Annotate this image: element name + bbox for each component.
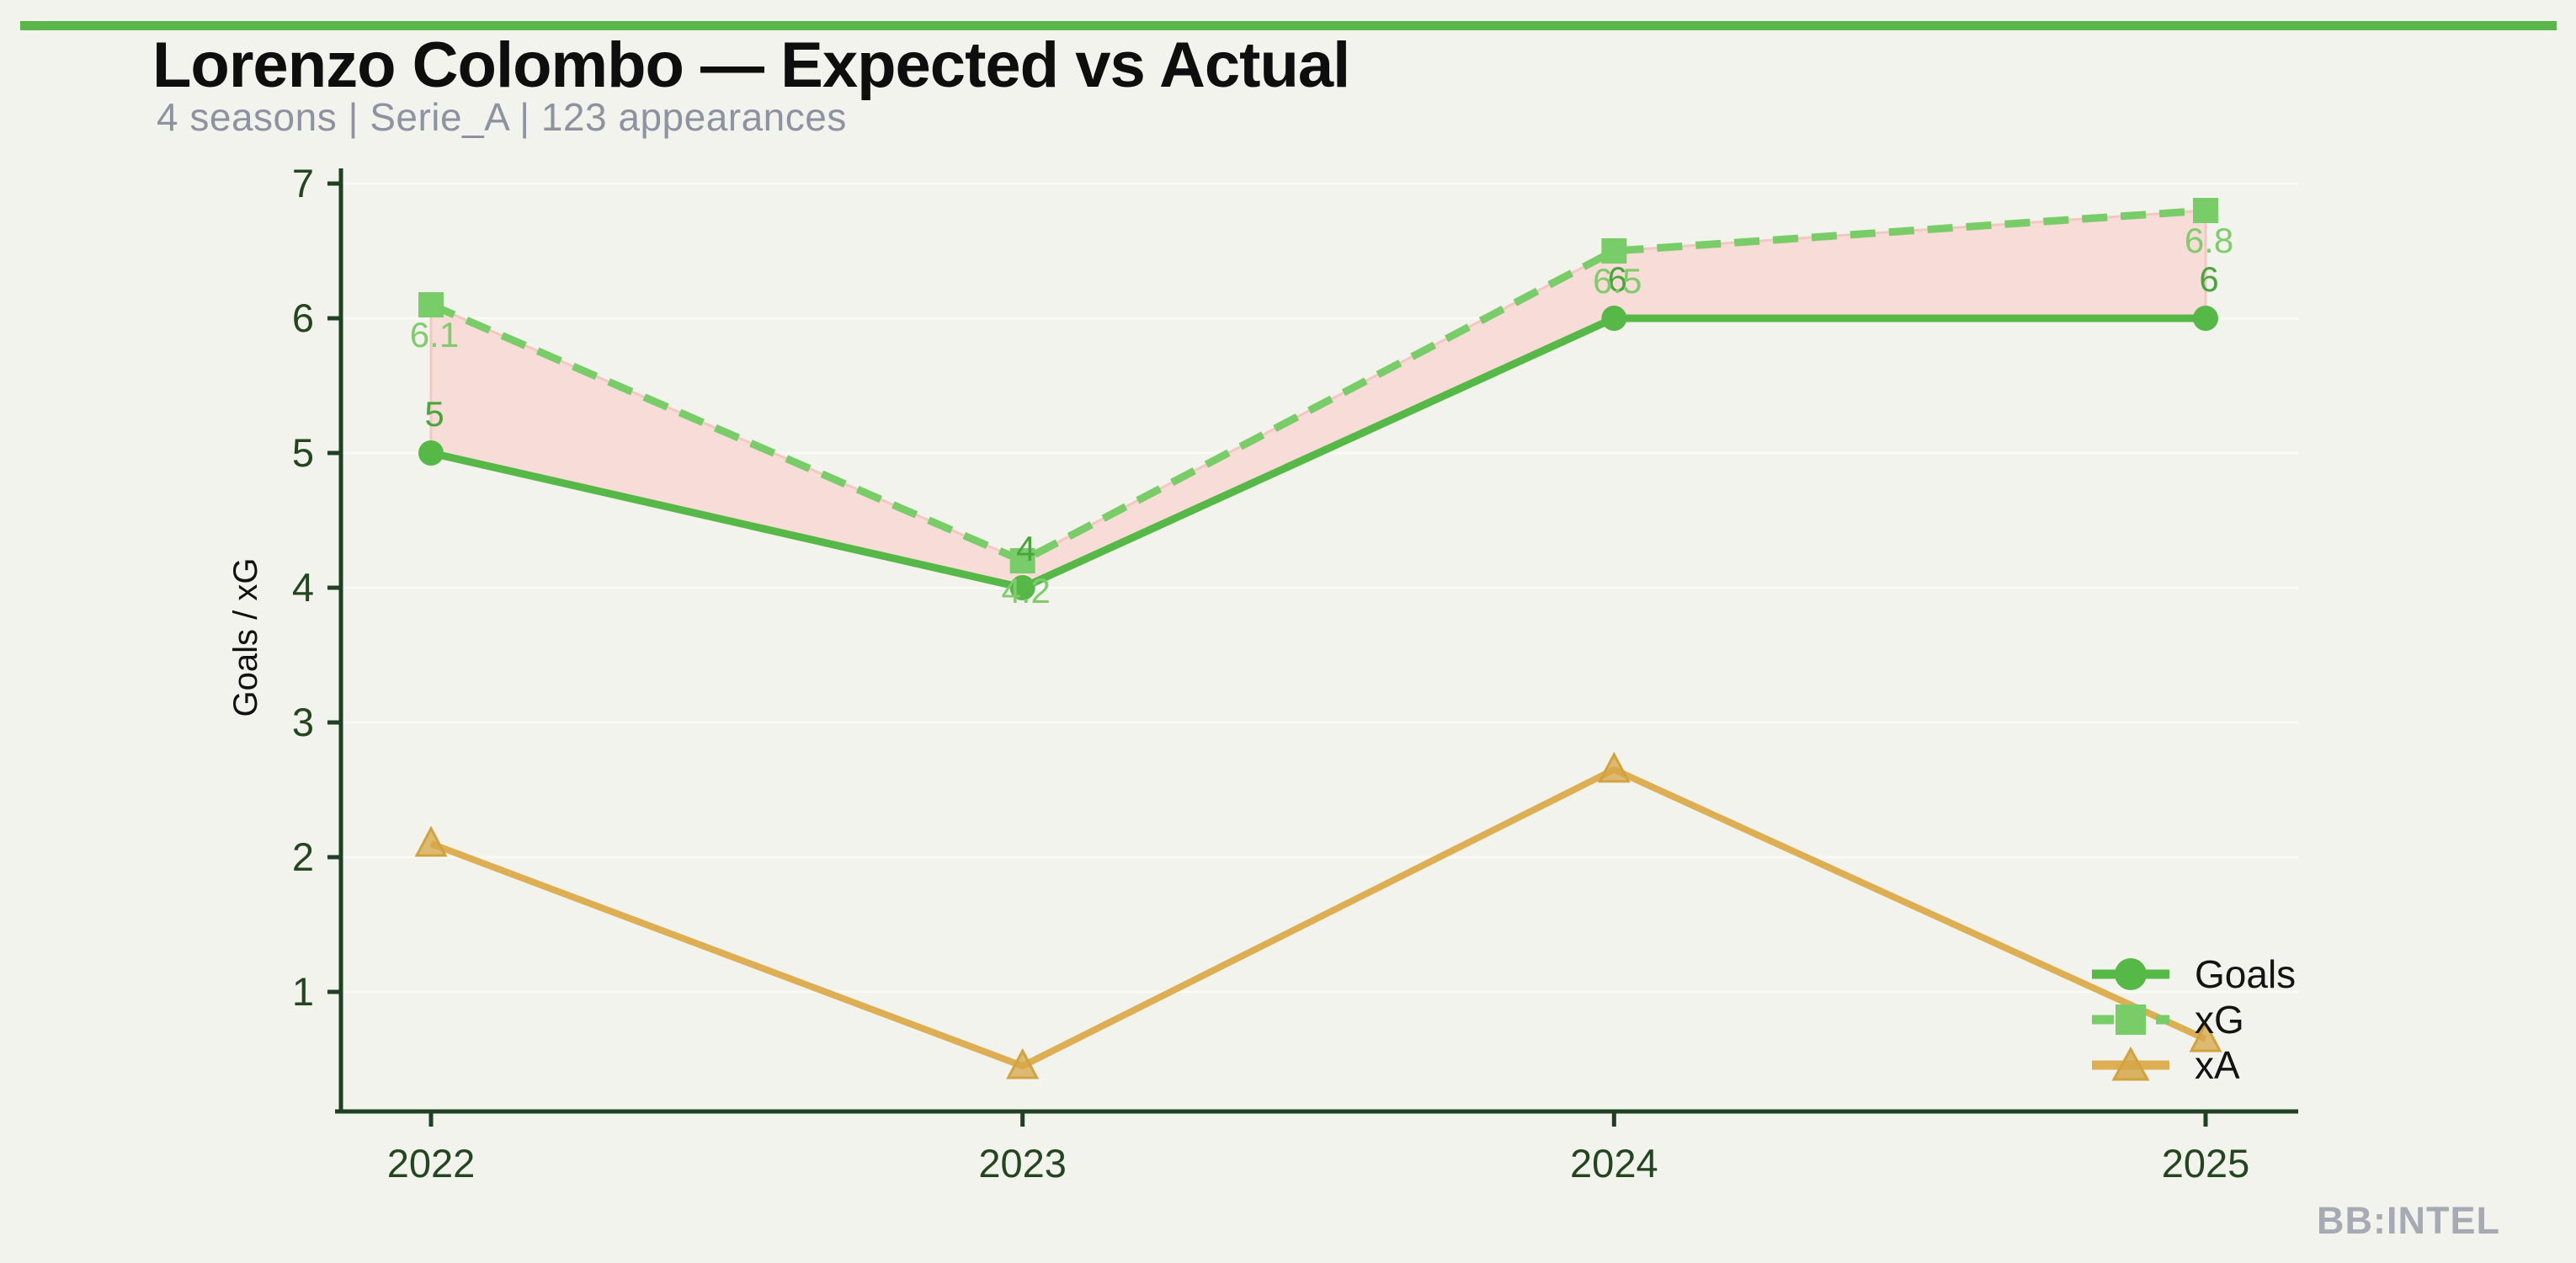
data-label-xg: 6.5: [1593, 261, 1642, 301]
data-label-goals: 4: [1016, 529, 1035, 568]
xg-vs-goals-fill-area: [429, 209, 2207, 589]
marker-xg: [1601, 238, 1627, 264]
series-line-xa: [429, 765, 2207, 1070]
marker-xg: [2193, 198, 2219, 223]
y-tick-label: 4: [292, 565, 314, 610]
legend-label-xg: xG: [2195, 998, 2244, 1042]
y-axis-title: Goals / xG: [227, 558, 264, 717]
legend-item-goals: Goals: [2090, 951, 2296, 997]
page-subtitle: 4 seasons | Serie_A | 123 appearances: [157, 95, 847, 139]
x-tick-label: 2025: [2162, 1141, 2250, 1186]
circle-marker-icon: [2115, 958, 2147, 990]
watermark: BB:INTEL: [2317, 1199, 2500, 1242]
marker-goals: [2193, 306, 2219, 331]
legend-label-xa: xA: [2195, 1043, 2240, 1087]
data-label-xg: 6.8: [2185, 221, 2233, 260]
data-label-goals: 6: [1608, 259, 1627, 299]
data-label-goals: 5: [424, 394, 444, 434]
square-marker-icon: [2116, 1005, 2146, 1035]
series-line-goals: [430, 314, 2206, 592]
legend-item-xa: xA: [2090, 1042, 2296, 1088]
triangle-marker-icon: [2111, 1046, 2150, 1081]
y-tick-label: 7: [292, 161, 314, 205]
legend-swatch-xa: [2092, 1046, 2169, 1081]
marker-xg: [1009, 548, 1035, 573]
data-label-xg: 6.1: [410, 315, 459, 354]
y-tick-label: 2: [292, 834, 314, 879]
x-tick-label: 2022: [387, 1141, 476, 1186]
y-tick-label: 5: [292, 430, 314, 475]
legend-swatch-xg: [2092, 1005, 2169, 1035]
legend-swatch-goals: [2092, 958, 2169, 990]
y-tick-label: 3: [292, 700, 314, 744]
x-tick-label: 2024: [1570, 1141, 1658, 1186]
marker-xa: [2189, 1021, 2222, 1052]
y-tick-label: 6: [292, 296, 314, 340]
marker-goals: [418, 440, 444, 466]
y-tick-label: 1: [292, 969, 314, 1014]
legend-label-goals: Goals: [2195, 952, 2297, 996]
top-accent-bar: [20, 21, 2557, 30]
marker-xa: [1597, 751, 1631, 783]
x-tick-label: 2023: [978, 1141, 1067, 1186]
series-line-xg: [429, 206, 2206, 565]
legend-item-xg: xG: [2090, 997, 2296, 1042]
marker-xa: [414, 825, 448, 857]
marker-xa: [1006, 1047, 1040, 1079]
marker-xg: [418, 292, 444, 317]
marker-goals: [1601, 306, 1627, 331]
data-label-goals: 6: [2199, 259, 2218, 299]
page-title: Lorenzo Colombo — Expected vs Actual: [152, 29, 1350, 101]
marker-goals: [1009, 575, 1035, 600]
chart-legend: Goals xG xA: [2090, 951, 2296, 1088]
data-label-xg: 4.2: [1001, 571, 1050, 610]
